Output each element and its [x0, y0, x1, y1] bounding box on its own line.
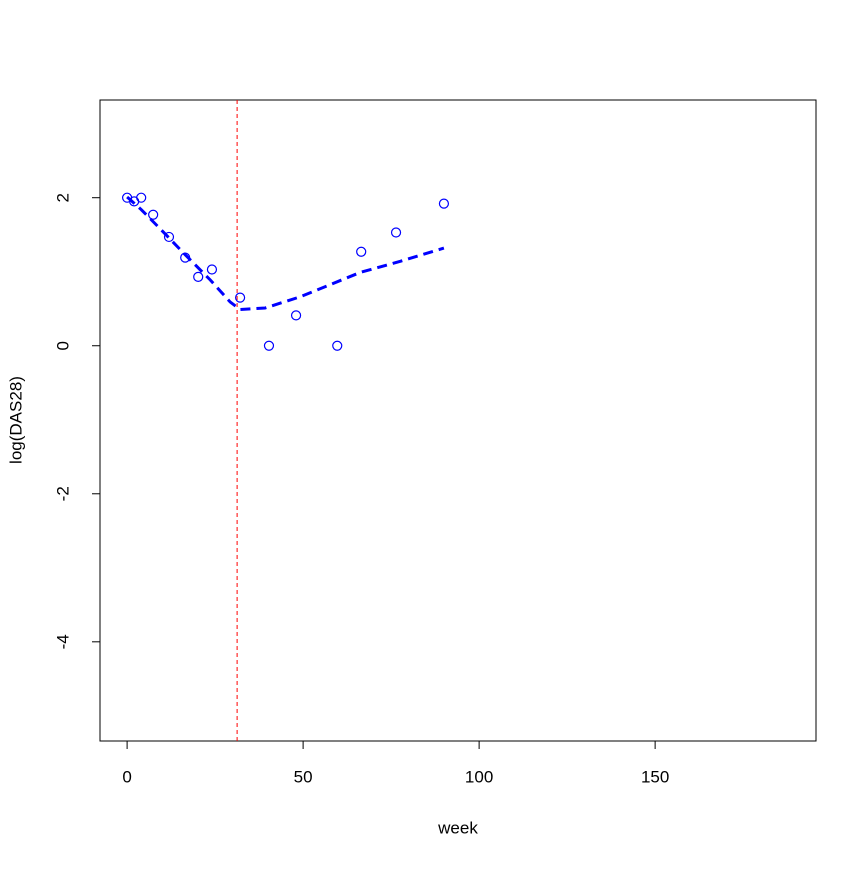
x-tick-label: 150: [641, 767, 669, 786]
x-tick-label: 0: [122, 767, 131, 786]
y-tick-label: -4: [53, 634, 72, 649]
fit-line: [126, 195, 445, 312]
data-point: [263, 340, 275, 351]
data-point: [356, 246, 367, 257]
y-tick-label: 0: [53, 341, 72, 350]
x-tick-label: 50: [294, 767, 313, 786]
plot-box: [99, 99, 817, 742]
x-tick-label: 100: [465, 767, 493, 786]
data-point: [438, 198, 450, 209]
data-point: [136, 192, 147, 203]
data-point: [206, 264, 218, 275]
data-point: [290, 310, 302, 321]
data-point: [163, 231, 175, 243]
y-tick-label: -2: [53, 486, 72, 501]
data-point: [148, 209, 159, 220]
x-axis-label: week: [437, 818, 478, 837]
data-point: [390, 227, 402, 238]
data-point: [332, 340, 343, 351]
y-tick-label: 2: [53, 193, 72, 202]
data-point: [235, 292, 246, 303]
y-axis-label: log(DAS28): [6, 376, 25, 464]
data-point: [193, 271, 204, 283]
